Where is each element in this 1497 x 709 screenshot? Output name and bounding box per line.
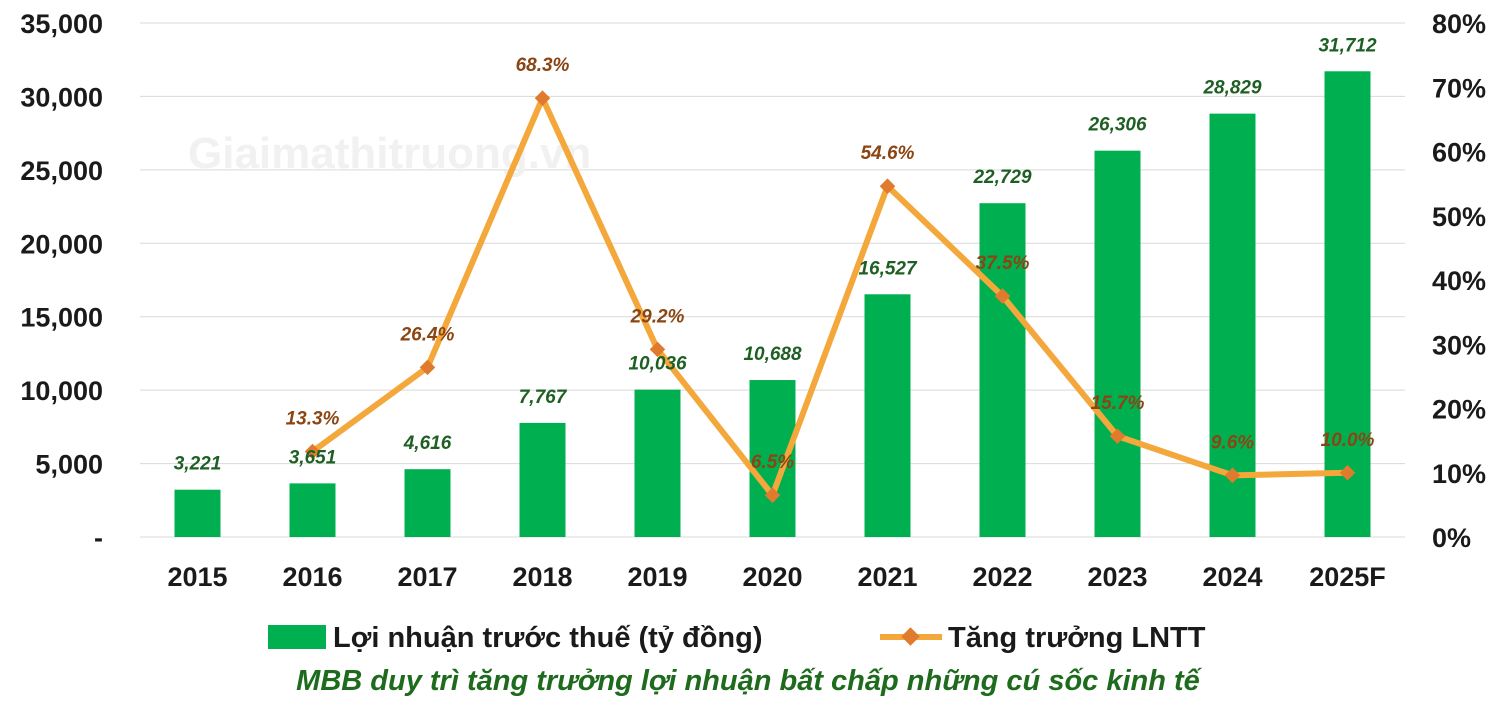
growth-line: [304, 90, 1356, 504]
right-axis-tick-label: 30%: [1432, 330, 1486, 360]
growth-value-label: 54.6%: [861, 143, 915, 164]
legend-swatch-bar: [268, 625, 326, 649]
right-axis-tick-label: 50%: [1432, 202, 1486, 232]
growth-marker: [1224, 467, 1241, 484]
x-axis-tick-label: 2022: [972, 562, 1032, 592]
right-axis-tick-label: 40%: [1432, 266, 1486, 296]
growth-value-label: 15.7%: [1091, 393, 1145, 414]
bar-value-label: 31,712: [1318, 35, 1377, 56]
legend-label-growth: Tăng trưởng LNTT: [948, 622, 1206, 654]
x-axis-tick-label: 2020: [742, 562, 802, 592]
x-axis-ticks: 2015 2016 2017 2018 2019 2020 2021 2022 2023 2024…: [167, 562, 1385, 592]
growth-value-labels: 13.3% 26.4% 68.3% 29.2% 6.5% 54.6% 37.5% 15.7% 9…: [286, 55, 1375, 473]
growth-marker: [1109, 428, 1126, 444]
growth-value-label: 13.3%: [286, 409, 340, 430]
right-axis-tick-label: 80%: [1432, 9, 1486, 39]
bar-value-label: 3,221: [174, 454, 222, 475]
left-axis-tick-label: 30,000: [20, 82, 103, 112]
bar-value-label: 10,688: [743, 344, 802, 365]
profit-bar: [174, 489, 221, 537]
x-axis-tick-label: 2024: [1202, 562, 1262, 592]
bar-value-label: 3,651: [289, 447, 337, 468]
profit-bars: [174, 71, 1371, 538]
chart-caption: MBB duy trì tăng trưởng lợi nhuận bất ch…: [296, 665, 1203, 697]
growth-value-label: 68.3%: [516, 55, 570, 76]
profit-bar: [1324, 71, 1371, 538]
x-axis-tick-label: 2016: [282, 562, 342, 592]
profit-bar: [634, 389, 681, 537]
left-axis-tick-label: 25,000: [20, 156, 103, 186]
growth-value-label: 37.5%: [976, 253, 1030, 274]
legend-swatch-marker: [901, 627, 920, 646]
bar-value-label: 4,616: [403, 433, 452, 454]
growth-marker: [1339, 464, 1356, 481]
growth-value-label: 26.4%: [400, 324, 455, 345]
growth-value-label: 9.6%: [1211, 432, 1254, 453]
legend-label-profit: Lợi nhuận trước thuế (tỷ đồng): [333, 622, 763, 654]
growth-value-label: 29.2%: [630, 306, 685, 327]
x-axis-tick-label: 2018: [512, 562, 572, 592]
bar-value-label: 10,036: [628, 354, 687, 375]
left-axis-tick-label: 20,000: [20, 229, 103, 259]
right-axis-tick-label: 60%: [1432, 138, 1486, 168]
bar-value-label: 26,306: [1087, 115, 1147, 136]
left-axis-tick-label: 15,000: [20, 303, 103, 333]
growth-value-label: 10.0%: [1321, 430, 1375, 451]
bar-value-labels: 3,221 3,651 4,616 7,767 10,036 10,688 16,527 22…: [174, 35, 1377, 474]
bar-value-label: 22,729: [972, 167, 1032, 188]
right-axis-tick-label: 0%: [1432, 523, 1471, 553]
right-axis-tick-label: 10%: [1432, 459, 1486, 489]
x-axis-tick-label: 2019: [627, 562, 687, 592]
profit-bar: [289, 483, 336, 537]
profit-bar: [519, 422, 566, 537]
bar-value-label: 7,767: [519, 387, 568, 408]
profit-bar: [1209, 113, 1256, 537]
right-axis-tick-label: 20%: [1432, 395, 1486, 425]
growth-line-path: [310, 95, 1348, 499]
left-axis-tick-label: -: [94, 523, 103, 553]
profit-bar: [864, 294, 911, 537]
x-axis-tick-label: 2015: [167, 562, 227, 592]
profit-bar: [979, 203, 1026, 537]
left-axis-tick-label: 5,000: [35, 450, 103, 480]
growth-value-label: 6.5%: [751, 452, 794, 473]
profit-bar: [404, 469, 451, 537]
legend: Lợi nhuận trước thuế (tỷ đồng) Tăng trưở…: [268, 622, 1206, 654]
right-axis-ticks: 0% 10% 20% 30% 40% 50% 60% 70% 80%: [1432, 9, 1486, 553]
right-axis-tick-label: 70%: [1432, 73, 1486, 103]
left-axis-tick-label: 10,000: [20, 376, 103, 406]
profit-bar: [1094, 150, 1141, 537]
x-axis-tick-label: 2023: [1087, 562, 1147, 592]
bar-value-label: 16,527: [858, 258, 918, 279]
growth-marker: [879, 178, 896, 194]
left-axis-ticks: - 5,000 10,000 15,000 20,000 25,000 30,000 35,0…: [20, 9, 103, 553]
watermark: Giaimathitruong.vn: [188, 129, 591, 178]
x-axis-tick-label: 2021: [857, 562, 917, 592]
x-axis-tick-label: 2025F: [1309, 562, 1386, 592]
bar-value-label: 28,829: [1202, 78, 1262, 99]
left-axis-tick-label: 35,000: [20, 9, 103, 39]
x-axis-tick-label: 2017: [397, 562, 457, 592]
